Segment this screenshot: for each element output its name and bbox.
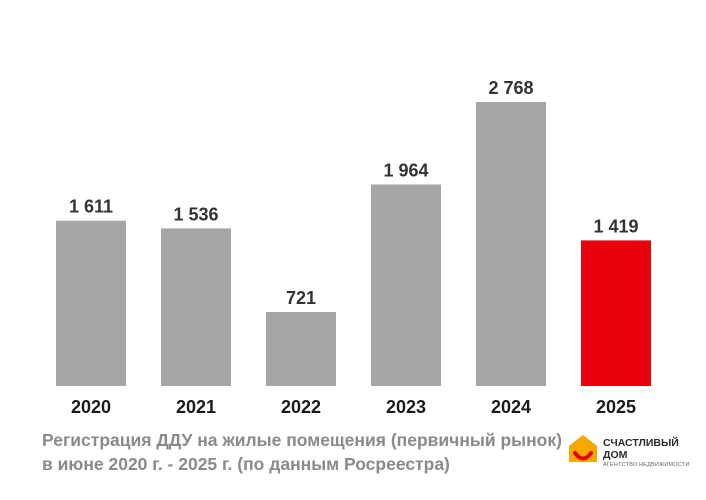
- logo-name: СЧАСТЛИВЫЙ ДОМ: [603, 437, 679, 461]
- category-label-2022: 2022: [281, 397, 321, 417]
- value-label-2021: 1 536: [173, 204, 218, 224]
- bar-2021: [161, 228, 231, 386]
- brand-logo: СЧАСТЛИВЫЙ ДОМ АГЕНТСТВО НЕДВИЖИМОСТИ: [566, 432, 696, 472]
- category-label-2023: 2023: [386, 397, 426, 417]
- value-label-2025: 1 419: [593, 216, 638, 236]
- value-label-2024: 2 768: [488, 78, 533, 98]
- bar-2024: [476, 102, 546, 386]
- category-label-2025: 2025: [596, 397, 636, 417]
- bar-chart: 1 611 2020 1 536 2021 721 2022 1 964 2023 2 768 2…: [56, 78, 651, 417]
- category-label-2020: 2020: [71, 397, 111, 417]
- chart-caption: Регистрация ДДУ на жилые помещения (перв…: [42, 428, 562, 476]
- value-label-2022: 721: [286, 288, 316, 308]
- category-label-2024: 2024: [491, 397, 531, 417]
- bar-2025: [581, 240, 651, 386]
- value-label-2020: 1 611: [69, 197, 113, 217]
- logo-name-line-1: СЧАСТЛИВЫЙ: [603, 437, 679, 449]
- bar-2020: [56, 220, 126, 386]
- logo-name-line-2: ДОМ: [603, 449, 628, 461]
- bar-2022: [266, 312, 336, 386]
- value-label-2023: 1 964: [383, 160, 428, 180]
- caption-line-2: в июне 2020 г. - 2025 г. (по данным Роср…: [42, 454, 450, 474]
- logo-tagline: АГЕНТСТВО НЕДВИЖИМОСТИ: [603, 462, 690, 468]
- house-logo-icon: [569, 435, 597, 462]
- caption-line-1: Регистрация ДДУ на жилые помещения (перв…: [42, 430, 562, 450]
- category-label-2021: 2021: [176, 397, 216, 417]
- bar-2023: [371, 184, 441, 386]
